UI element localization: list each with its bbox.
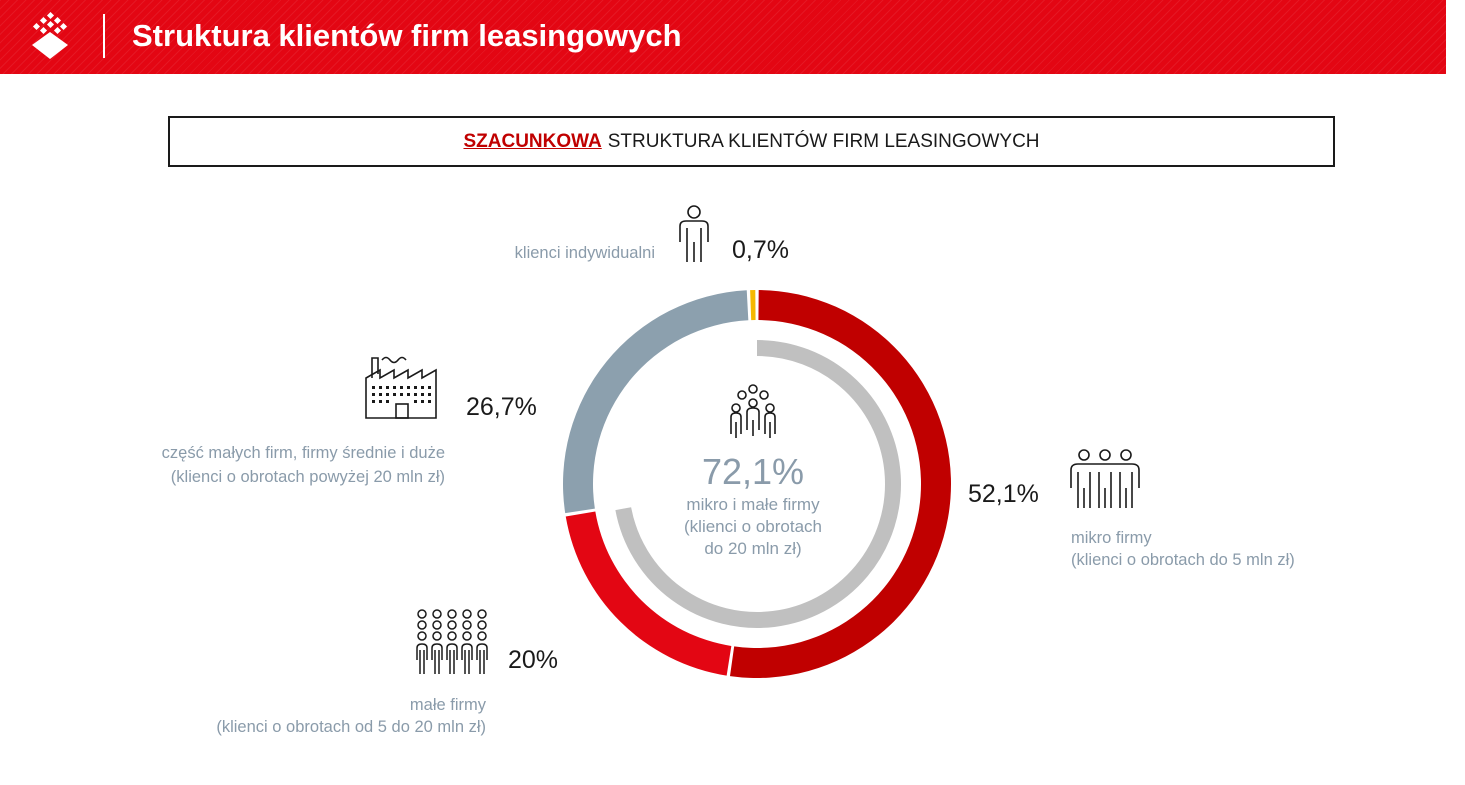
donut-slice-male (565, 511, 732, 676)
donut-slice-srednie (563, 290, 749, 514)
slice-srednie-label-line2: (klienci o obrotach powyżej 20 mln zł) (170, 468, 445, 486)
page-title: Struktura klientów firm leasingowych (132, 18, 682, 53)
slice-male-label-line2: (klienci o obrotach od 5 do 20 mln zł) (216, 718, 486, 736)
chart-title-rest: STRUKTURA KLIENTÓW FIRM LEASINGOWYCH (607, 130, 1040, 152)
person-icon (679, 205, 709, 262)
slice-mikro-label-line2: (klienci o obrotach do 5 mln zł) (1071, 551, 1295, 569)
slice-srednie-label-line1: część małych firm, firmy średnie i duże (161, 444, 445, 462)
inner-arc-label-line1: mikro i małe firmy (686, 495, 820, 514)
chart-title-highlight: SZACUNKOWA (463, 130, 602, 152)
chart-title-box: SZACUNKOWA STRUKTURA KLIENTÓW FIRM LEASI… (168, 116, 1335, 167)
donut-slice-indywidualni (750, 290, 756, 321)
slice-male-label-line1: małe firmy (409, 696, 486, 714)
slice-indywidualni-pct: 0,7% (732, 236, 789, 264)
slice-srednie-pct: 26,7% (466, 393, 537, 421)
donut-inner-arc (615, 340, 901, 628)
inner-arc-percentage: 72,1% (701, 451, 805, 492)
header-divider (103, 14, 105, 58)
slice-mikro-pct: 52,1% (968, 480, 1039, 508)
crowd-icon (416, 609, 488, 674)
donut-slice-mikro (729, 290, 951, 678)
slice-male-pct: 20% (508, 646, 559, 674)
diamond-grid-logo-icon (32, 12, 68, 59)
header-bar: Struktura klientów firm leasingowych (0, 0, 1446, 74)
factory-icon (365, 356, 437, 419)
group-icon (730, 384, 776, 438)
inner-arc-label-line3: do 20 mln zł) (704, 539, 802, 558)
inner-arc-label-line2: (klienci o obrotach (684, 517, 822, 536)
slice-indywidualni-label: klienci indywidualni (514, 244, 655, 262)
inner-arc-label: 72,1% mikro i małe firmy (klienci o obro… (653, 450, 853, 560)
slice-mikro-label-line1: mikro firmy (1071, 529, 1152, 547)
three-people-icon (1070, 449, 1140, 508)
